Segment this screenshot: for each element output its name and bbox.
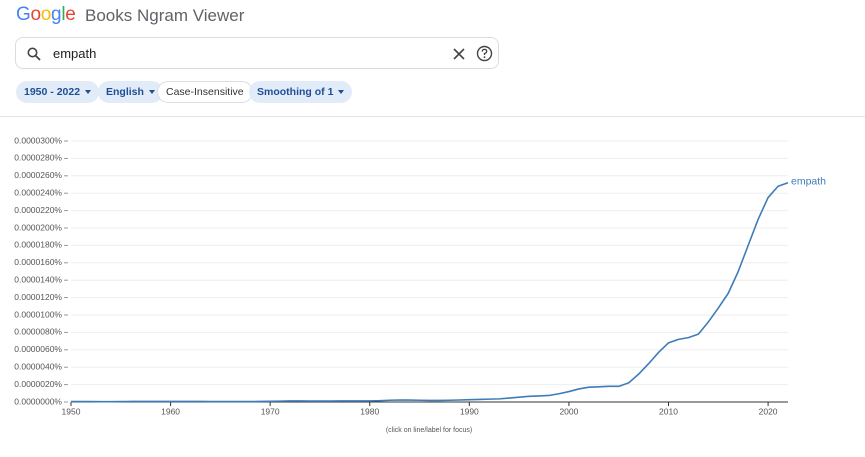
y-tick-label: 0.0000220%	[14, 205, 62, 215]
y-tick-label: 0.0000140%	[14, 274, 62, 284]
caret	[85, 90, 92, 95]
chip-label: Case-Insensitive	[166, 86, 244, 98]
app-title: Books Ngram Viewer	[85, 6, 245, 25]
chip-label: Smoothing of 1	[257, 86, 334, 98]
y-tick-label: 0.0000020%	[14, 379, 62, 389]
year-range-chip[interactable]: 1950 - 2022	[16, 81, 100, 103]
y-tick-label: 0.0000080%	[14, 327, 62, 337]
y-tick-label: 0.0000300%	[14, 135, 62, 145]
y-tick-label: 0.0000160%	[14, 257, 62, 267]
y-tick-label: 0.0000260%	[14, 170, 62, 180]
caret	[338, 90, 345, 95]
case-chip[interactable]: Case-Insensitive	[157, 81, 253, 103]
x-tick-label: 2010	[659, 406, 678, 416]
y-tick-label: 0.0000200%	[14, 222, 62, 232]
y-tick-label: 0.0000040%	[14, 361, 62, 371]
series-line	[71, 182, 789, 403]
logo[interactable]: Google	[16, 4, 76, 26]
search-query[interactable]: empath	[53, 46, 97, 61]
x-tick-label: 1970	[261, 406, 280, 416]
series-label[interactable]: empath	[791, 176, 826, 188]
y-tick-label: 0.0000120%	[14, 292, 62, 302]
help-button[interactable]	[476, 45, 493, 62]
x-tick-label: 2000	[559, 406, 578, 416]
x-tick-label: 1960	[161, 406, 180, 416]
logo-letter: o	[40, 4, 52, 25]
y-tick-label: 0.0000060%	[14, 344, 62, 354]
x-tick-label: 1980	[360, 406, 379, 416]
caret	[148, 90, 155, 95]
y-tick-label: 0.0000000%	[14, 396, 62, 406]
x-tick-label: 2020	[759, 406, 778, 416]
logo-letter: l	[61, 4, 66, 25]
clear-button[interactable]	[453, 48, 465, 60]
chip-label: 1950 - 2022	[24, 86, 81, 98]
chip-label: English	[106, 86, 144, 98]
x-tick-label: 1990	[460, 406, 479, 416]
y-tick-label: 0.0000240%	[14, 187, 62, 197]
chart-note: (click on line/label for focus)	[386, 427, 472, 434]
x-tick-label: 1950	[62, 406, 81, 416]
y-tick-label: 0.0000100%	[14, 309, 62, 319]
logo-letter: o	[30, 4, 41, 25]
divider	[0, 116, 865, 117]
logo-letter: g	[51, 4, 62, 25]
search-box[interactable]: empath	[15, 37, 499, 69]
corpus-chip[interactable]: English	[98, 81, 163, 103]
search-icon	[27, 47, 41, 61]
y-tick-label: 0.0000180%	[14, 240, 62, 250]
y-tick-label: 0.0000280%	[14, 153, 62, 163]
smoothing-chip[interactable]: Smoothing of 1	[249, 81, 353, 103]
logo-letter: e	[65, 4, 76, 25]
logo-letter: G	[16, 4, 31, 25]
